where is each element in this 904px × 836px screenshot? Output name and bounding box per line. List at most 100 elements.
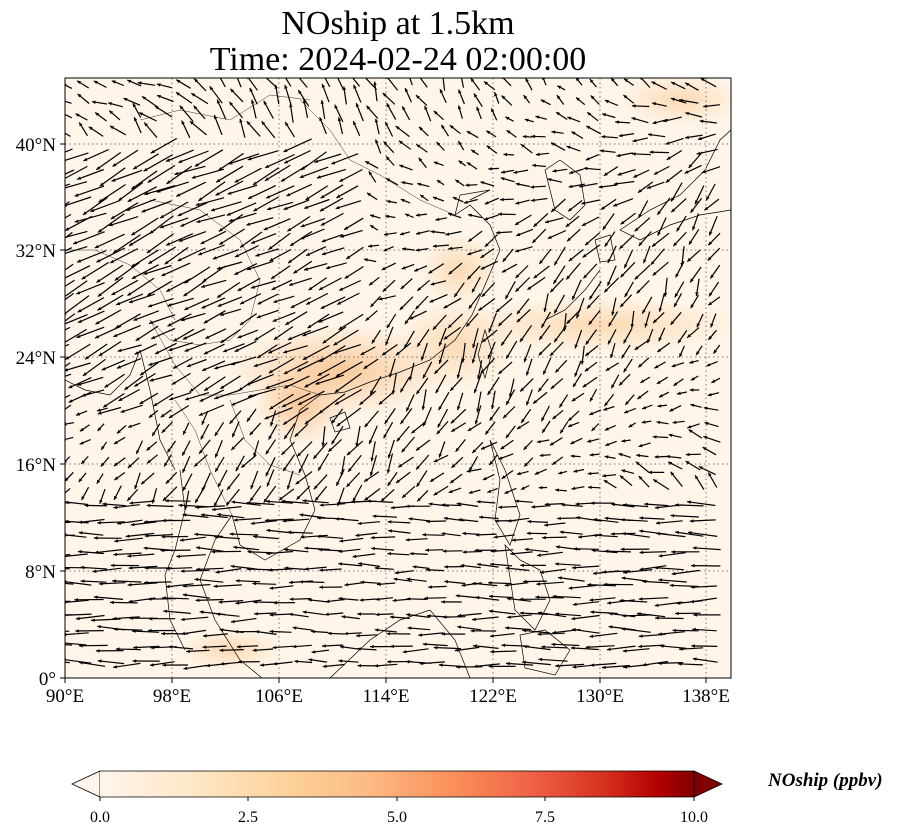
wind-vector bbox=[319, 345, 346, 363]
wind-vector bbox=[299, 166, 329, 179]
wind-vector-head bbox=[473, 93, 478, 98]
wind-vector-head bbox=[127, 554, 132, 558]
wind-vector-head bbox=[369, 440, 373, 444]
wind-vector-head bbox=[217, 99, 221, 104]
wind-vector-head bbox=[433, 458, 438, 463]
wind-vector bbox=[247, 185, 277, 200]
wind-vector bbox=[591, 549, 618, 554]
wind-vector-head bbox=[404, 320, 409, 325]
wind-vector-head bbox=[177, 257, 182, 261]
wind-vector bbox=[146, 280, 172, 297]
wind-vector-head bbox=[194, 78, 198, 83]
wind-vector-head bbox=[674, 293, 679, 298]
wind-vector-head bbox=[253, 600, 257, 604]
wind-vector-head bbox=[340, 234, 345, 238]
wind-vector-head bbox=[162, 596, 166, 600]
wind-vector bbox=[488, 610, 516, 615]
wind-vector-head bbox=[458, 141, 462, 145]
wind-vector-head bbox=[523, 645, 527, 649]
wind-vector-head bbox=[129, 242, 133, 246]
wind-vector-head bbox=[653, 479, 658, 483]
wind-vector-head bbox=[337, 301, 342, 305]
wind-vector-head bbox=[297, 452, 301, 457]
wind-vector-head bbox=[269, 257, 274, 262]
wind-vector bbox=[424, 597, 447, 599]
wind-vector-head bbox=[652, 243, 656, 247]
wind-vector bbox=[297, 390, 325, 406]
wind-vector-head bbox=[658, 578, 663, 582]
wind-vector-head bbox=[480, 266, 485, 270]
wind-vector-head bbox=[289, 282, 293, 286]
wind-vector-head bbox=[382, 92, 387, 97]
wind-vector bbox=[247, 388, 277, 398]
wind-vector-head bbox=[240, 244, 244, 248]
wind-vector-head bbox=[605, 442, 610, 446]
wind-vector bbox=[181, 629, 207, 635]
wind-vector-head bbox=[530, 198, 535, 202]
wind-vector-head bbox=[448, 212, 452, 217]
wind-vector-head bbox=[302, 499, 307, 503]
wind-vector-head bbox=[263, 226, 268, 231]
wind-vector bbox=[168, 646, 194, 650]
wind-vector-head bbox=[477, 375, 481, 380]
wind-vector bbox=[65, 520, 89, 524]
wind-vector-head bbox=[480, 181, 485, 185]
wind-vector-head bbox=[408, 517, 413, 521]
wind-vector-head bbox=[395, 126, 400, 130]
wind-vector-head bbox=[65, 356, 70, 360]
wind-vector bbox=[201, 360, 226, 372]
wind-vector-head bbox=[79, 122, 83, 127]
wind-vector bbox=[81, 389, 105, 397]
wind-vector bbox=[127, 582, 158, 586]
wind-vector-head bbox=[273, 299, 278, 303]
wind-vector-head bbox=[382, 288, 387, 292]
wind-vector bbox=[604, 550, 632, 553]
wind-vector-head bbox=[521, 486, 525, 490]
wind-vector-head bbox=[367, 192, 371, 197]
wind-vector-head bbox=[434, 370, 439, 374]
wind-vector-head bbox=[219, 628, 224, 632]
wind-vector-head bbox=[449, 125, 454, 129]
wind-vector-head bbox=[669, 583, 674, 588]
wind-vector-head bbox=[416, 390, 420, 395]
wind-vector-head bbox=[537, 553, 541, 557]
wind-vector-head bbox=[93, 80, 98, 85]
wind-vector-head bbox=[608, 625, 613, 629]
wind-vector-head bbox=[439, 89, 444, 94]
wind-vector-head bbox=[621, 354, 625, 359]
wind-vector-head bbox=[283, 467, 287, 472]
wind-vector bbox=[112, 234, 141, 254]
wind-vector-head bbox=[250, 497, 254, 502]
coastline-taiwan bbox=[477, 328, 493, 380]
wind-vector-head bbox=[566, 319, 571, 324]
wind-vector-head bbox=[572, 628, 576, 632]
wind-vector-head bbox=[383, 248, 388, 252]
wind-vector-head bbox=[148, 597, 152, 601]
wind-vector bbox=[510, 551, 533, 555]
wind-vector-head bbox=[237, 335, 242, 339]
wind-vector-head bbox=[183, 486, 187, 491]
lat-tick-label: 32°N bbox=[16, 241, 57, 262]
wind-vector-head bbox=[77, 382, 82, 386]
wind-vector-head bbox=[96, 259, 101, 263]
wind-vector-head bbox=[620, 518, 625, 522]
wind-vector-head bbox=[294, 659, 299, 664]
wind-vector-head bbox=[689, 388, 694, 392]
wind-vector bbox=[658, 579, 687, 583]
wind-vector-head bbox=[214, 502, 218, 507]
wind-vector bbox=[658, 552, 686, 557]
wind-vector bbox=[177, 202, 208, 217]
wind-vector-head bbox=[522, 135, 527, 139]
wind-vector-head bbox=[377, 582, 381, 586]
wind-vector-head bbox=[113, 462, 118, 467]
wind-vector-head bbox=[359, 401, 364, 405]
wind-vector bbox=[269, 630, 292, 633]
wind-vector-head bbox=[246, 417, 251, 422]
wind-vector-head bbox=[147, 292, 152, 296]
wind-vector-head bbox=[257, 354, 262, 358]
wind-vector bbox=[65, 362, 91, 372]
wind-vector-head bbox=[96, 166, 101, 170]
wind-vector-head bbox=[388, 529, 392, 533]
wind-vector-head bbox=[82, 211, 87, 215]
wind-vector bbox=[189, 376, 211, 393]
